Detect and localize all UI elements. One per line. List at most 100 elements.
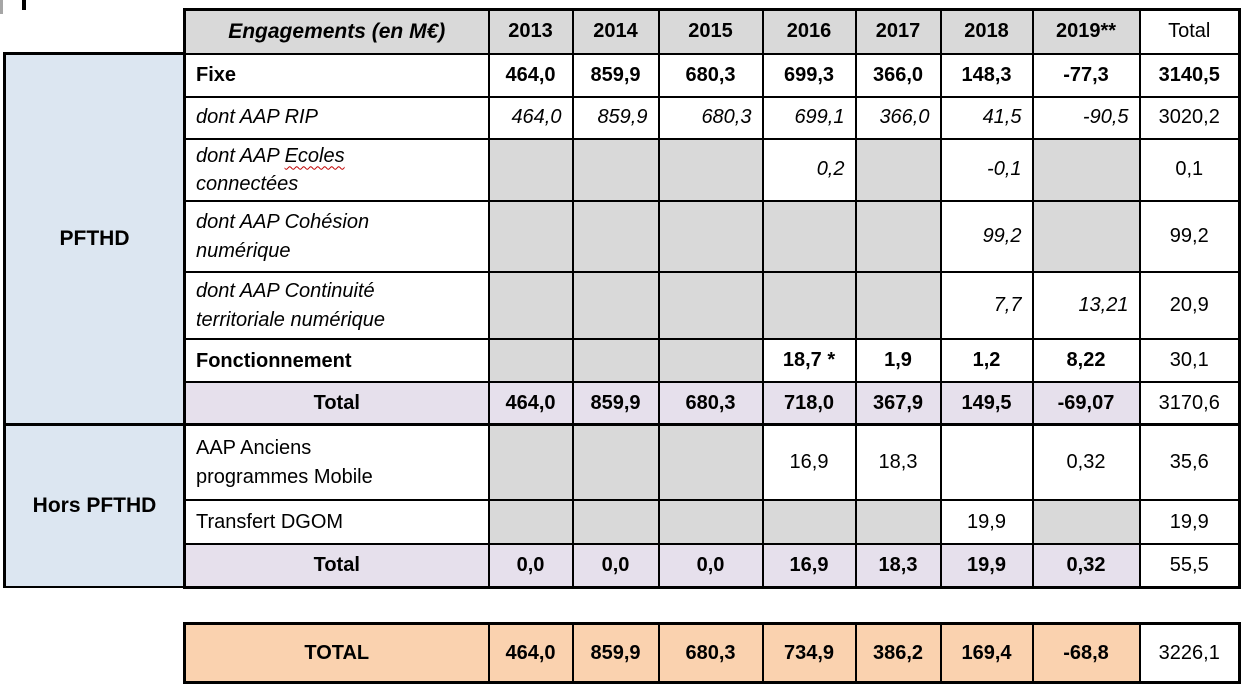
value-cell: 0,0 bbox=[571, 543, 660, 589]
row-label: dont AAP Continuité territoriale numériq… bbox=[183, 271, 490, 341]
value-cell: 680,3 bbox=[657, 381, 764, 426]
value-cell: 859,9 bbox=[571, 381, 660, 426]
value-cell: 859,9 bbox=[571, 622, 660, 684]
value-cell: -90,5 bbox=[1031, 95, 1141, 140]
grand-total-label: TOTAL bbox=[183, 622, 490, 684]
row-total-cell: 3020,2 bbox=[1138, 95, 1241, 140]
year-column-header: 2019** bbox=[1031, 8, 1141, 55]
row-label: dont AAP Cohésion numérique bbox=[183, 200, 490, 274]
empty-cell bbox=[761, 271, 857, 341]
empty-cell bbox=[487, 271, 574, 341]
empty-cell bbox=[657, 338, 764, 384]
value-cell: 0,0 bbox=[657, 543, 764, 589]
subtotal-label: Total bbox=[183, 381, 490, 426]
row-total-cell: 19,9 bbox=[1138, 499, 1241, 546]
row-total-cell: 3170,6 bbox=[1138, 381, 1241, 426]
corner-spacer bbox=[4, 9, 185, 54]
empty-cell bbox=[854, 499, 942, 546]
value-cell: 386,2 bbox=[854, 622, 942, 684]
header-row: Engagements (en M€) 2013 2014 2015 2016 … bbox=[4, 8, 1241, 55]
table-row: dont AAP Continuité territoriale numériq… bbox=[5, 271, 1241, 341]
stray-cursor-mark bbox=[22, 0, 26, 11]
value-cell: -77,3 bbox=[1031, 52, 1141, 98]
value-cell: 99,2 bbox=[939, 200, 1034, 274]
row-total-cell: 55,5 bbox=[1138, 543, 1241, 589]
misspelled-word: Ecoles bbox=[284, 144, 345, 167]
empty-cell bbox=[1031, 137, 1141, 203]
year-column-header: 2013 bbox=[487, 8, 574, 55]
empty-cell bbox=[571, 271, 660, 341]
empty-cell bbox=[854, 200, 942, 274]
table-row: dont AAP Ecoles connectées 0,2 -0,1 0,1 bbox=[5, 137, 1241, 203]
value-cell: 699,1 bbox=[761, 95, 857, 140]
empty-cell bbox=[1031, 200, 1141, 274]
empty-cell bbox=[657, 422, 764, 502]
value-cell: 18,3 bbox=[854, 543, 942, 589]
year-column-header: 2015 bbox=[657, 8, 764, 55]
value-cell: 464,0 bbox=[487, 52, 574, 98]
engagements-table: Engagements (en M€) 2013 2014 2015 2016 … bbox=[3, 8, 1241, 589]
value-cell: 680,3 bbox=[657, 52, 764, 98]
row-total-cell: 35,6 bbox=[1138, 422, 1241, 502]
empty-cell bbox=[854, 271, 942, 341]
row-label-part: dont AAP bbox=[196, 144, 280, 167]
empty-cell bbox=[571, 200, 660, 274]
table-row: Transfert DGOM 19,9 19,9 bbox=[5, 499, 1241, 546]
subtotal-label: Total bbox=[183, 543, 490, 589]
value-cell: 148,3 bbox=[939, 52, 1034, 98]
value-cell: 16,9 bbox=[761, 422, 857, 502]
table-row: Hors PFTHD AAP Anciens programmes Mobile… bbox=[3, 422, 1241, 589]
value-cell: 18,7 * bbox=[761, 338, 857, 384]
row-label: Transfert DGOM bbox=[183, 499, 490, 546]
row-total-cell: 0,1 bbox=[1138, 137, 1241, 203]
value-cell: 734,9 bbox=[761, 622, 857, 684]
empty-cell bbox=[657, 271, 764, 341]
grand-total-table: TOTAL 464,0 859,9 680,3 734,9 386,2 169,… bbox=[183, 622, 1241, 684]
row-label: dont AAP RIP bbox=[183, 95, 490, 140]
value-cell: -68,8 bbox=[1031, 622, 1141, 684]
row-label: dont AAP Ecoles connectées bbox=[183, 137, 490, 203]
value-cell: 0,0 bbox=[487, 543, 574, 589]
empty-cell bbox=[761, 499, 857, 546]
value-cell: 1,2 bbox=[939, 338, 1034, 384]
empty-cell bbox=[487, 422, 574, 502]
empty-cell bbox=[571, 499, 660, 546]
row-total-cell: 30,1 bbox=[1138, 338, 1241, 384]
value-cell: 149,5 bbox=[939, 381, 1034, 426]
empty-cell bbox=[487, 338, 574, 384]
row-label: Fixe bbox=[183, 52, 490, 98]
value-cell: 699,3 bbox=[761, 52, 857, 98]
stray-margin-mark bbox=[0, 0, 3, 14]
value-cell: -0,1 bbox=[939, 137, 1034, 203]
value-cell: 464,0 bbox=[487, 95, 574, 140]
value-cell: 367,9 bbox=[854, 381, 942, 426]
year-column-header: 2017 bbox=[854, 8, 942, 55]
row-total-cell: 3140,5 bbox=[1138, 52, 1241, 98]
empty-cell bbox=[571, 422, 660, 502]
value-cell: 19,9 bbox=[939, 543, 1034, 589]
subtotal-row: Total 0,0 0,0 0,0 16,9 18,3 19,9 0,32 55… bbox=[5, 543, 1241, 589]
year-column-header: 2014 bbox=[571, 8, 660, 55]
subtotal-row: Total 464,0 859,9 680,3 718,0 367,9 149,… bbox=[5, 381, 1241, 426]
value-cell: 19,9 bbox=[939, 499, 1034, 546]
table-row: dont AAP Cohésion numérique 99,2 99,2 bbox=[5, 200, 1241, 274]
value-cell: 464,0 bbox=[487, 381, 574, 426]
empty-cell bbox=[571, 137, 660, 203]
value-cell: -69,07 bbox=[1031, 381, 1141, 426]
row-total-cell: 20,9 bbox=[1138, 271, 1241, 341]
empty-cell bbox=[1031, 499, 1141, 546]
value-cell: 0,32 bbox=[1031, 422, 1141, 502]
grand-total-row: TOTAL 464,0 859,9 680,3 734,9 386,2 169,… bbox=[183, 622, 1241, 684]
empty-cell bbox=[939, 422, 1034, 502]
value-cell: 859,9 bbox=[571, 52, 660, 98]
total-column-header: Total bbox=[1138, 8, 1241, 55]
table-row: Fonctionnement 18,7 * 1,9 1,2 8,22 30,1 bbox=[5, 338, 1241, 384]
value-cell: 41,5 bbox=[939, 95, 1034, 140]
row-label-part: connectées bbox=[196, 172, 299, 195]
row-label: AAP Anciens programmes Mobile bbox=[183, 422, 490, 502]
table-row: PFTHD Fixe 464,0 859,9 680,3 699,3 366,0… bbox=[3, 52, 1241, 426]
empty-cell bbox=[854, 137, 942, 203]
value-cell: 0,32 bbox=[1031, 543, 1141, 589]
empty-cell bbox=[487, 200, 574, 274]
value-cell: 1,9 bbox=[854, 338, 942, 384]
